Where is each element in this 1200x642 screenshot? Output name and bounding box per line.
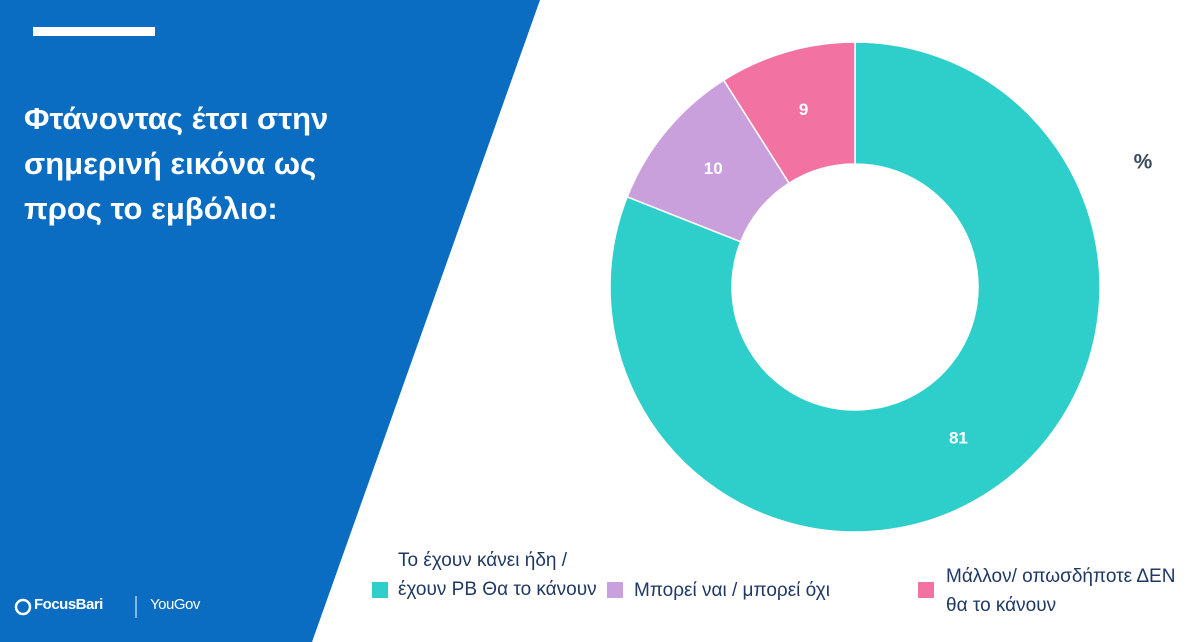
legend-label: Το έχουν κάνει ήδη / έχουν PB Θα το κάνο…: [398, 550, 597, 600]
logo: FocusBari: [34, 596, 103, 613]
value-label: 10: [704, 159, 723, 178]
unit-label: %: [1134, 151, 1153, 174]
logo: YouGov: [150, 596, 200, 613]
slide-title: Φτάνοντας έτσι στην σημερινή εικόνα ως π…: [24, 101, 329, 226]
legend-label: Μάλλον/ οπωσδήποτε ΔΕΝ θα το κάνουν: [946, 566, 1176, 616]
slice: [609, 41, 1101, 533]
legend-swatch: [918, 582, 934, 598]
value-label: 81: [949, 429, 968, 448]
slice: [722, 41, 856, 185]
accent-bar: [33, 27, 155, 36]
value-label: 9: [799, 100, 808, 119]
legend-label: Μπορεί ναι / μπορεί όχι: [634, 580, 830, 601]
legend-swatch: [607, 582, 623, 598]
blue-panel: [0, 0, 540, 642]
legend-swatch: [372, 582, 388, 598]
logo-icon: [14, 598, 32, 616]
